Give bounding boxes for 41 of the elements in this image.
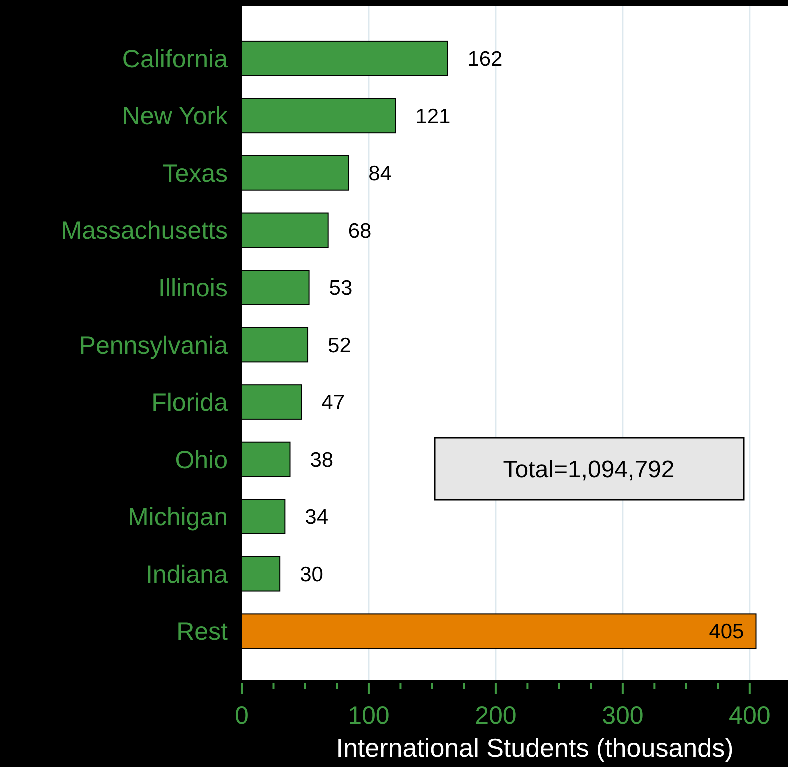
y-tick-label: Rest (176, 618, 228, 646)
y-tick-label: Massachusetts (61, 217, 228, 246)
text-box: Total=1,094,792 (434, 437, 745, 501)
data-label: 34 (305, 506, 329, 530)
data-label: 30 (300, 563, 324, 586)
x-axis-title: International Students (thousands) (336, 733, 734, 763)
bar (242, 442, 291, 478)
bar (242, 499, 286, 534)
bar (242, 327, 309, 363)
bar (242, 614, 757, 650)
data-label: 162 (468, 48, 503, 71)
bar (242, 40, 448, 76)
bar (242, 156, 350, 191)
y-tick-label: Indiana (146, 560, 228, 589)
bar (242, 556, 281, 592)
data-label: 52 (328, 334, 352, 358)
data-label: 68 (348, 220, 372, 243)
bar (242, 98, 396, 134)
y-tick-label: Pennsylvania (79, 332, 228, 360)
y-tick-label: Illinois (158, 274, 228, 302)
y-tick-label: Michigan (128, 504, 228, 532)
y-tick-label: Ohio (175, 446, 228, 474)
bar (242, 384, 302, 420)
bar (242, 212, 329, 248)
data-label: 53 (329, 277, 353, 300)
y-tick-label: Texas (162, 160, 228, 188)
data-label: 121 (416, 105, 451, 128)
annotation: Total=1,094,792 (503, 456, 675, 484)
y-tick-label: New York (122, 102, 228, 131)
data-label: 84 (368, 162, 392, 186)
x-tick-label: 0 (235, 702, 249, 730)
x-tick-label: 200 (475, 702, 517, 730)
bar (242, 270, 310, 306)
data-label: 405 (709, 620, 744, 644)
x-tick-label: 400 (729, 702, 771, 730)
x-tick-label: 300 (602, 702, 644, 730)
y-tick-label: Florida (152, 389, 228, 418)
x-tick-label: 100 (348, 702, 390, 730)
data-label: 38 (310, 448, 334, 472)
y-tick-label: California (122, 45, 228, 74)
data-label: 47 (322, 392, 346, 415)
